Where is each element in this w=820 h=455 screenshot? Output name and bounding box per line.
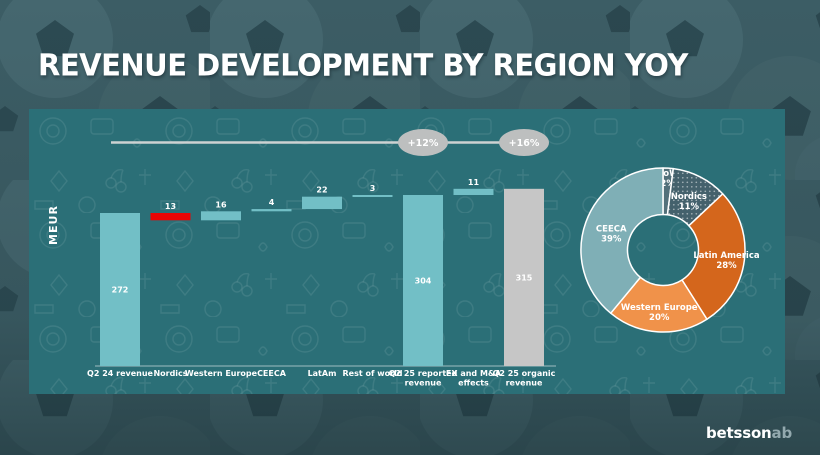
waterfall-bar-latam [302, 196, 342, 210]
growth-oval-12 [398, 129, 448, 156]
waterfall-bar-nordics [150, 213, 191, 221]
axis-label-nordics: Nordics [153, 369, 187, 378]
axis-label-q2-25-organic-revenue: Q2 25 organic revenue [493, 369, 556, 388]
waterfall-bar-western-europe [201, 211, 241, 221]
donut-slice-latin-america [681, 193, 746, 320]
axis-label-fx-and-m-a-effects: FX and M&A effects [446, 369, 502, 388]
bar-value-label: 13 [165, 202, 176, 211]
donut-label-ceeca: CEECA 39% [596, 224, 627, 244]
donut-label-western-europe: Western Europe 20% [621, 303, 698, 323]
bar-value-label: 272 [112, 286, 129, 295]
bar-value-label: 16 [215, 200, 227, 209]
axis-label-q2-24-revenue: Q2 24 revenue [87, 369, 153, 378]
donut-slice-ceeca [580, 167, 664, 314]
axis-label-q2-25-reported-revenue: Q2 25 reported revenue [389, 369, 458, 388]
chart-panel: +12% +16% 272 Q2 24 revenue 13 Nordics 16 Weste… [29, 109, 785, 394]
logo-text-ab: ab [771, 424, 793, 442]
growth-oval-16 [499, 129, 549, 156]
bar-value-label: 315 [516, 273, 533, 282]
growth-oval-label: +16% [509, 138, 540, 149]
donut-slice-western-europe [609, 276, 708, 333]
axis-label-latam: LatAm [308, 369, 337, 378]
waterfall-bar-fx-and-m-a-effects [453, 188, 494, 195]
axis-label-ceeca: CEECA [257, 369, 287, 378]
y-axis-unit-label: MEUR [47, 205, 60, 245]
donut-label-row: RoW 2% [657, 169, 679, 189]
bar-value-label: 22 [316, 186, 327, 195]
donut-label-latin-america: Latin America 28% [693, 251, 759, 271]
waterfall-bar-q2-25-organic-revenue [504, 188, 544, 366]
logo-text-betsson: betsson [706, 424, 772, 442]
bar-value-label: 304 [415, 277, 432, 286]
waterfall-bar-rest-of-world [352, 195, 393, 197]
waterfall-bar-ceeca [251, 209, 292, 212]
waterfall-bar-q2-24-revenue [100, 213, 140, 366]
bar-value-label: 3 [370, 184, 376, 193]
betsson-logo: betssonab [706, 424, 792, 442]
revenue-charts: +12% +16% 272 Q2 24 revenue 13 Nordics 16 Weste… [47, 129, 760, 388]
axis-label-western-europe: Western Europe [185, 369, 258, 378]
growth-oval-label: +12% [408, 138, 439, 149]
page-title: REVENUE DEVELOPMENT BY REGION YOY [38, 47, 688, 83]
axis-label-rest-of-world: Rest of world [342, 369, 402, 378]
waterfall-bar-q2-25-reported-revenue [403, 195, 443, 366]
bar-value-label: 11 [468, 178, 480, 187]
bar-value-label: 4 [269, 198, 275, 207]
donut-label-nordics: Nordics 11% [671, 192, 707, 212]
